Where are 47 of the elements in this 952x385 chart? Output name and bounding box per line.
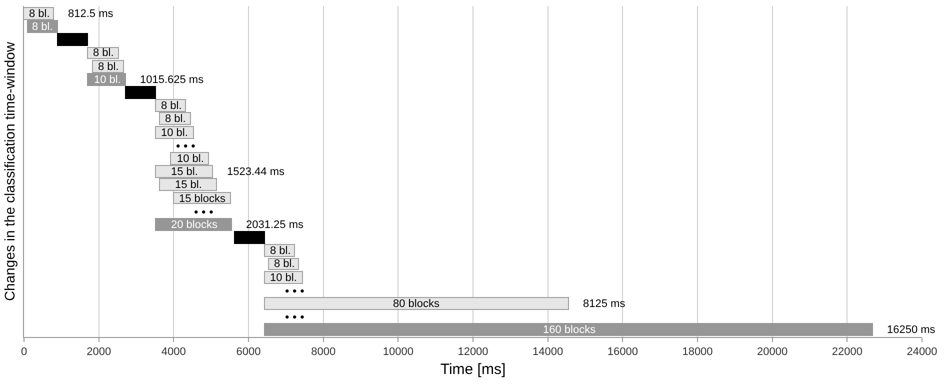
- text: • • •: [285, 310, 304, 324]
- text: • • •: [285, 284, 304, 298]
- annotation: 8125 ms: [583, 298, 626, 310]
- annotation: 160 blocks: [543, 324, 596, 336]
- annotation: 10 bl.: [270, 272, 297, 284]
- annotation: 20 blocks: [171, 219, 218, 231]
- x-tick-label: 6000: [236, 346, 261, 358]
- x-tick-label: 22000: [832, 346, 862, 358]
- annotation: 8 bl.: [93, 47, 114, 59]
- annotation: 2031.25 ms: [246, 219, 304, 231]
- annotation: 15 blocks: [179, 193, 226, 205]
- x-tick-label: 8000: [311, 346, 336, 358]
- annotation: 1523.44 ms: [227, 166, 285, 178]
- annotation: 10 bl.: [161, 127, 188, 139]
- annotation: 10 bl.: [94, 74, 121, 86]
- annotation: 1015.625 ms: [140, 74, 204, 86]
- text: • • •: [194, 205, 214, 219]
- x-tick-label: 18000: [682, 346, 713, 358]
- x-axis-title: Time [ms]: [440, 361, 506, 378]
- bar: [234, 231, 265, 244]
- annotation: 8 bl.: [161, 100, 182, 112]
- annotation: 8 bl.: [270, 245, 291, 257]
- x-tick-label: 24000: [906, 346, 938, 358]
- annotation: 8 bl.: [29, 8, 50, 20]
- x-tick-label: 4000: [161, 346, 186, 358]
- text: • • •: [176, 139, 196, 153]
- annotation: 80 blocks: [393, 298, 440, 310]
- annotation: 16250 ms: [887, 324, 936, 336]
- bar: [57, 33, 88, 46]
- annotation: 15 bl.: [175, 179, 202, 191]
- annotation: 8 bl.: [32, 21, 53, 33]
- annotation: 8 bl.: [98, 61, 119, 73]
- bar: [125, 86, 156, 99]
- annotation: 10 bl.: [177, 153, 204, 165]
- x-tick-label: 10000: [382, 346, 414, 358]
- annotation: 15 bl.: [171, 166, 198, 178]
- x-tick-label: 0: [20, 346, 28, 358]
- y-axis-title: Changes in the classification time-window: [2, 41, 18, 302]
- annotation: 8 bl.: [165, 113, 186, 125]
- x-tick-label: 14000: [532, 346, 564, 358]
- bar: [264, 297, 569, 310]
- x-tick-label: 12000: [458, 346, 488, 358]
- annotation: 812.5 ms: [68, 8, 114, 20]
- annotation: 8 bl.: [274, 258, 295, 270]
- x-tick-label: 20000: [757, 346, 788, 358]
- x-tick-label: 2000: [86, 346, 112, 358]
- x-tick-label: 16000: [607, 346, 638, 358]
